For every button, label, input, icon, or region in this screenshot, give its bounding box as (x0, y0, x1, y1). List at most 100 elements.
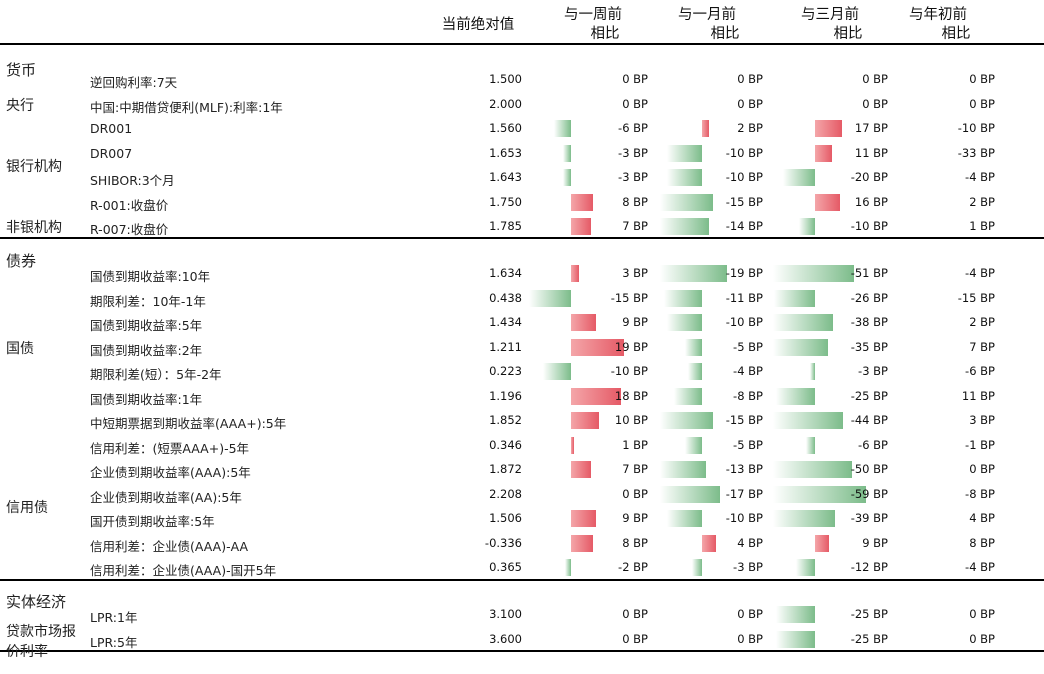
header-w1-line1: 与一周前 (564, 7, 622, 23)
cell-w1-value: 8 (622, 535, 630, 550)
header-m3-line1: 与三月前 (801, 7, 859, 23)
cell-m3-value: -38 (850, 315, 870, 329)
bar-w1 (571, 510, 597, 527)
cell-unit: BP (869, 219, 888, 233)
bar-m1 (667, 144, 702, 162)
cell-m3-value: -25 (850, 607, 870, 621)
bar-w1 (571, 193, 594, 211)
cell-w1-value: -15 (610, 290, 630, 305)
cell-m3: -50 BP (798, 462, 888, 476)
cell-unit: BP (976, 96, 995, 111)
cell-unit: BP (744, 511, 763, 525)
bar-m1 (674, 387, 702, 405)
cell-unit: BP (976, 315, 995, 329)
cell-m1: -10 BP (673, 170, 763, 184)
bar-m3 (799, 218, 815, 235)
cell-unit: BP (869, 364, 888, 378)
cell-m1-value: 0 (737, 72, 745, 86)
cell-w1-value: 8 (622, 194, 630, 209)
cell-unit: BP (976, 631, 995, 646)
cell-w1-value: 3 (622, 266, 630, 280)
cell-ytd-value: 0 (969, 607, 977, 621)
cell-unit: BP (744, 219, 763, 233)
row-label: 国债到期收益率:10年 (90, 269, 211, 284)
cell-m1: 0 BP (673, 72, 763, 86)
cell-ytd-value: -6 (965, 364, 977, 378)
cell-unit: BP (869, 486, 888, 501)
cell-ytd: 3 BP (905, 413, 995, 427)
row-label: 信用利差：企业债(AAA)-国开5年 (90, 563, 277, 578)
cell-ytd-value: -8 (965, 486, 977, 501)
bar-w1 (571, 338, 625, 356)
row-abs-value: 1.196 (489, 388, 522, 403)
bar-w1 (571, 461, 591, 478)
bar-m3 (815, 120, 842, 137)
cell-unit: BP (976, 486, 995, 501)
cell-unit: BP (744, 535, 763, 550)
cell-unit: BP (744, 339, 763, 354)
cell-w1-value: 0 (622, 96, 630, 111)
row-abs-value: 1.634 (489, 266, 522, 280)
cell-unit: BP (629, 388, 648, 403)
row-abs-value: 3.600 (489, 631, 522, 646)
cell-w1-value: -3 (618, 170, 630, 184)
row-label: 信用利差：(短票AAA+)-5年 (90, 440, 250, 456)
bottom-rule (0, 650, 1044, 652)
cell-m1-value: -13 (725, 462, 745, 476)
group-label: 贷款市场报价利率 (6, 623, 76, 660)
cell-unit: BP (976, 511, 995, 525)
bar-m1 (702, 534, 716, 552)
cell-m1: 0 BP (673, 97, 763, 111)
cell-unit: BP (869, 315, 888, 329)
header-m1-line2: 相比 (710, 26, 740, 42)
cell-unit: BP (629, 339, 648, 354)
cell-m1: -5 BP (673, 340, 763, 354)
group-label: 信用债 (6, 499, 48, 516)
cell-ytd: 1 BP (905, 219, 995, 233)
cell-w1: 8 BP (558, 536, 648, 550)
cell-unit: BP (744, 72, 763, 86)
cell-m3-value: -6 (858, 437, 870, 452)
cell-unit: BP (629, 96, 648, 111)
cell-unit: BP (744, 560, 763, 574)
row-abs-value: 1.643 (489, 170, 522, 184)
cell-unit: BP (744, 462, 763, 476)
cell-ytd-value: -4 (965, 170, 977, 184)
cell-m1-value: -17 (725, 486, 745, 501)
cell-unit: BP (744, 607, 763, 621)
cell-m1: -11 BP (673, 291, 763, 305)
cell-ytd: -4 BP (905, 560, 995, 574)
cell-unit: BP (869, 72, 888, 86)
bar-w1 (554, 120, 571, 137)
bar-m1 (660, 461, 706, 478)
cell-m3: -25 BP (798, 632, 888, 646)
section-rule-economy (0, 579, 1044, 581)
cell-unit: BP (869, 121, 888, 135)
cell-ytd-value: 1 (969, 219, 977, 233)
cell-ytd-value: 7 (969, 339, 977, 354)
cell-w1: 10 BP (558, 413, 648, 427)
cell-unit: BP (976, 607, 995, 621)
cell-w1-value: -10 (610, 364, 630, 378)
cell-m3-value: 17 (854, 121, 870, 135)
cell-unit: BP (869, 511, 888, 525)
cell-m1: -19 BP (673, 266, 763, 280)
cell-unit: BP (629, 290, 648, 305)
cell-unit: BP (976, 535, 995, 550)
cell-unit: BP (744, 315, 763, 329)
cell-unit: BP (869, 290, 888, 305)
cell-m1: -5 BP (673, 438, 763, 452)
row-abs-value: 1.785 (489, 219, 522, 233)
cell-w1-value: 19 (614, 339, 630, 354)
cell-unit: BP (629, 315, 648, 329)
cell-w1-value: 0 (622, 486, 630, 501)
bar-m3 (773, 461, 852, 478)
cell-unit: BP (744, 266, 763, 280)
bar-w1 (565, 559, 571, 576)
bar-m1 (667, 314, 702, 331)
cell-m1-value: 2 (737, 121, 745, 135)
cell-m1: 2 BP (673, 121, 763, 135)
row-abs-value: 1.750 (489, 194, 522, 209)
row-label: 企业债到期收益率(AAA):5年 (90, 465, 251, 480)
cell-m3-value: -44 (850, 413, 870, 427)
